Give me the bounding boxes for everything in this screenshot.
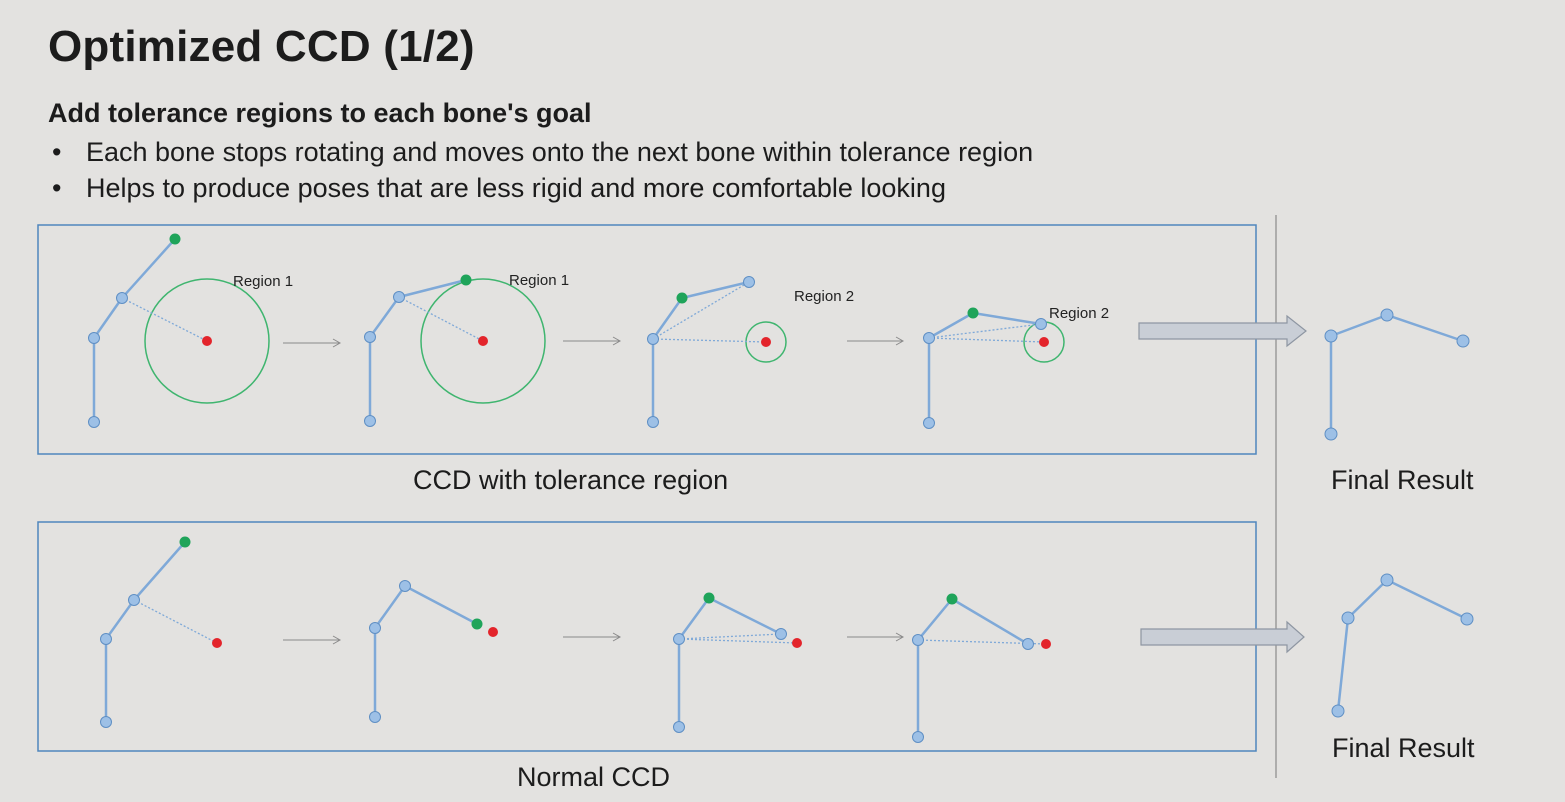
tolerance-panel [37,224,1257,455]
bullet-text: Helps to produce poses that are less rig… [86,173,946,203]
result-arrow [1140,620,1305,654]
tolerance-circle [144,278,270,404]
tolerance-panel-caption: CCD with tolerance region [413,465,729,495]
step-arrows [283,336,905,645]
bullet-item: • Helps to produce poses that are less ri… [48,170,1033,206]
bullet-text: Each bone stops rotating and moves onto … [86,137,1034,167]
region-label: Region 2 [1049,305,1109,322]
slide-title: Optimized CCD (1/2) [48,22,475,71]
bones [92,237,1469,739]
bullet-dot: • [52,137,62,167]
slide-subtitle: Add tolerance regions to each bone's goa… [48,98,592,128]
goals [202,336,1051,649]
bullet-dot: • [52,173,62,203]
end-effectors [169,233,979,630]
normal-panel [37,521,1257,752]
normal-panel-caption: Normal CCD [517,762,671,792]
bullet-list: • Each bone stops rotating and moves onto… [48,134,1033,206]
tolerance-circle [420,278,546,404]
final-result-label: Final Result [1332,733,1475,763]
final-result-label: Final Result [1331,465,1474,495]
dotted-target-lines [121,238,1047,645]
region-label: Region 1 [509,272,569,289]
bullet-item: • Each bone stops rotating and moves onto… [48,134,1033,170]
result-arrow [1138,314,1307,348]
region-label: Region 2 [794,288,854,305]
joints [88,276,1474,743]
region-label: Region 1 [233,273,293,290]
